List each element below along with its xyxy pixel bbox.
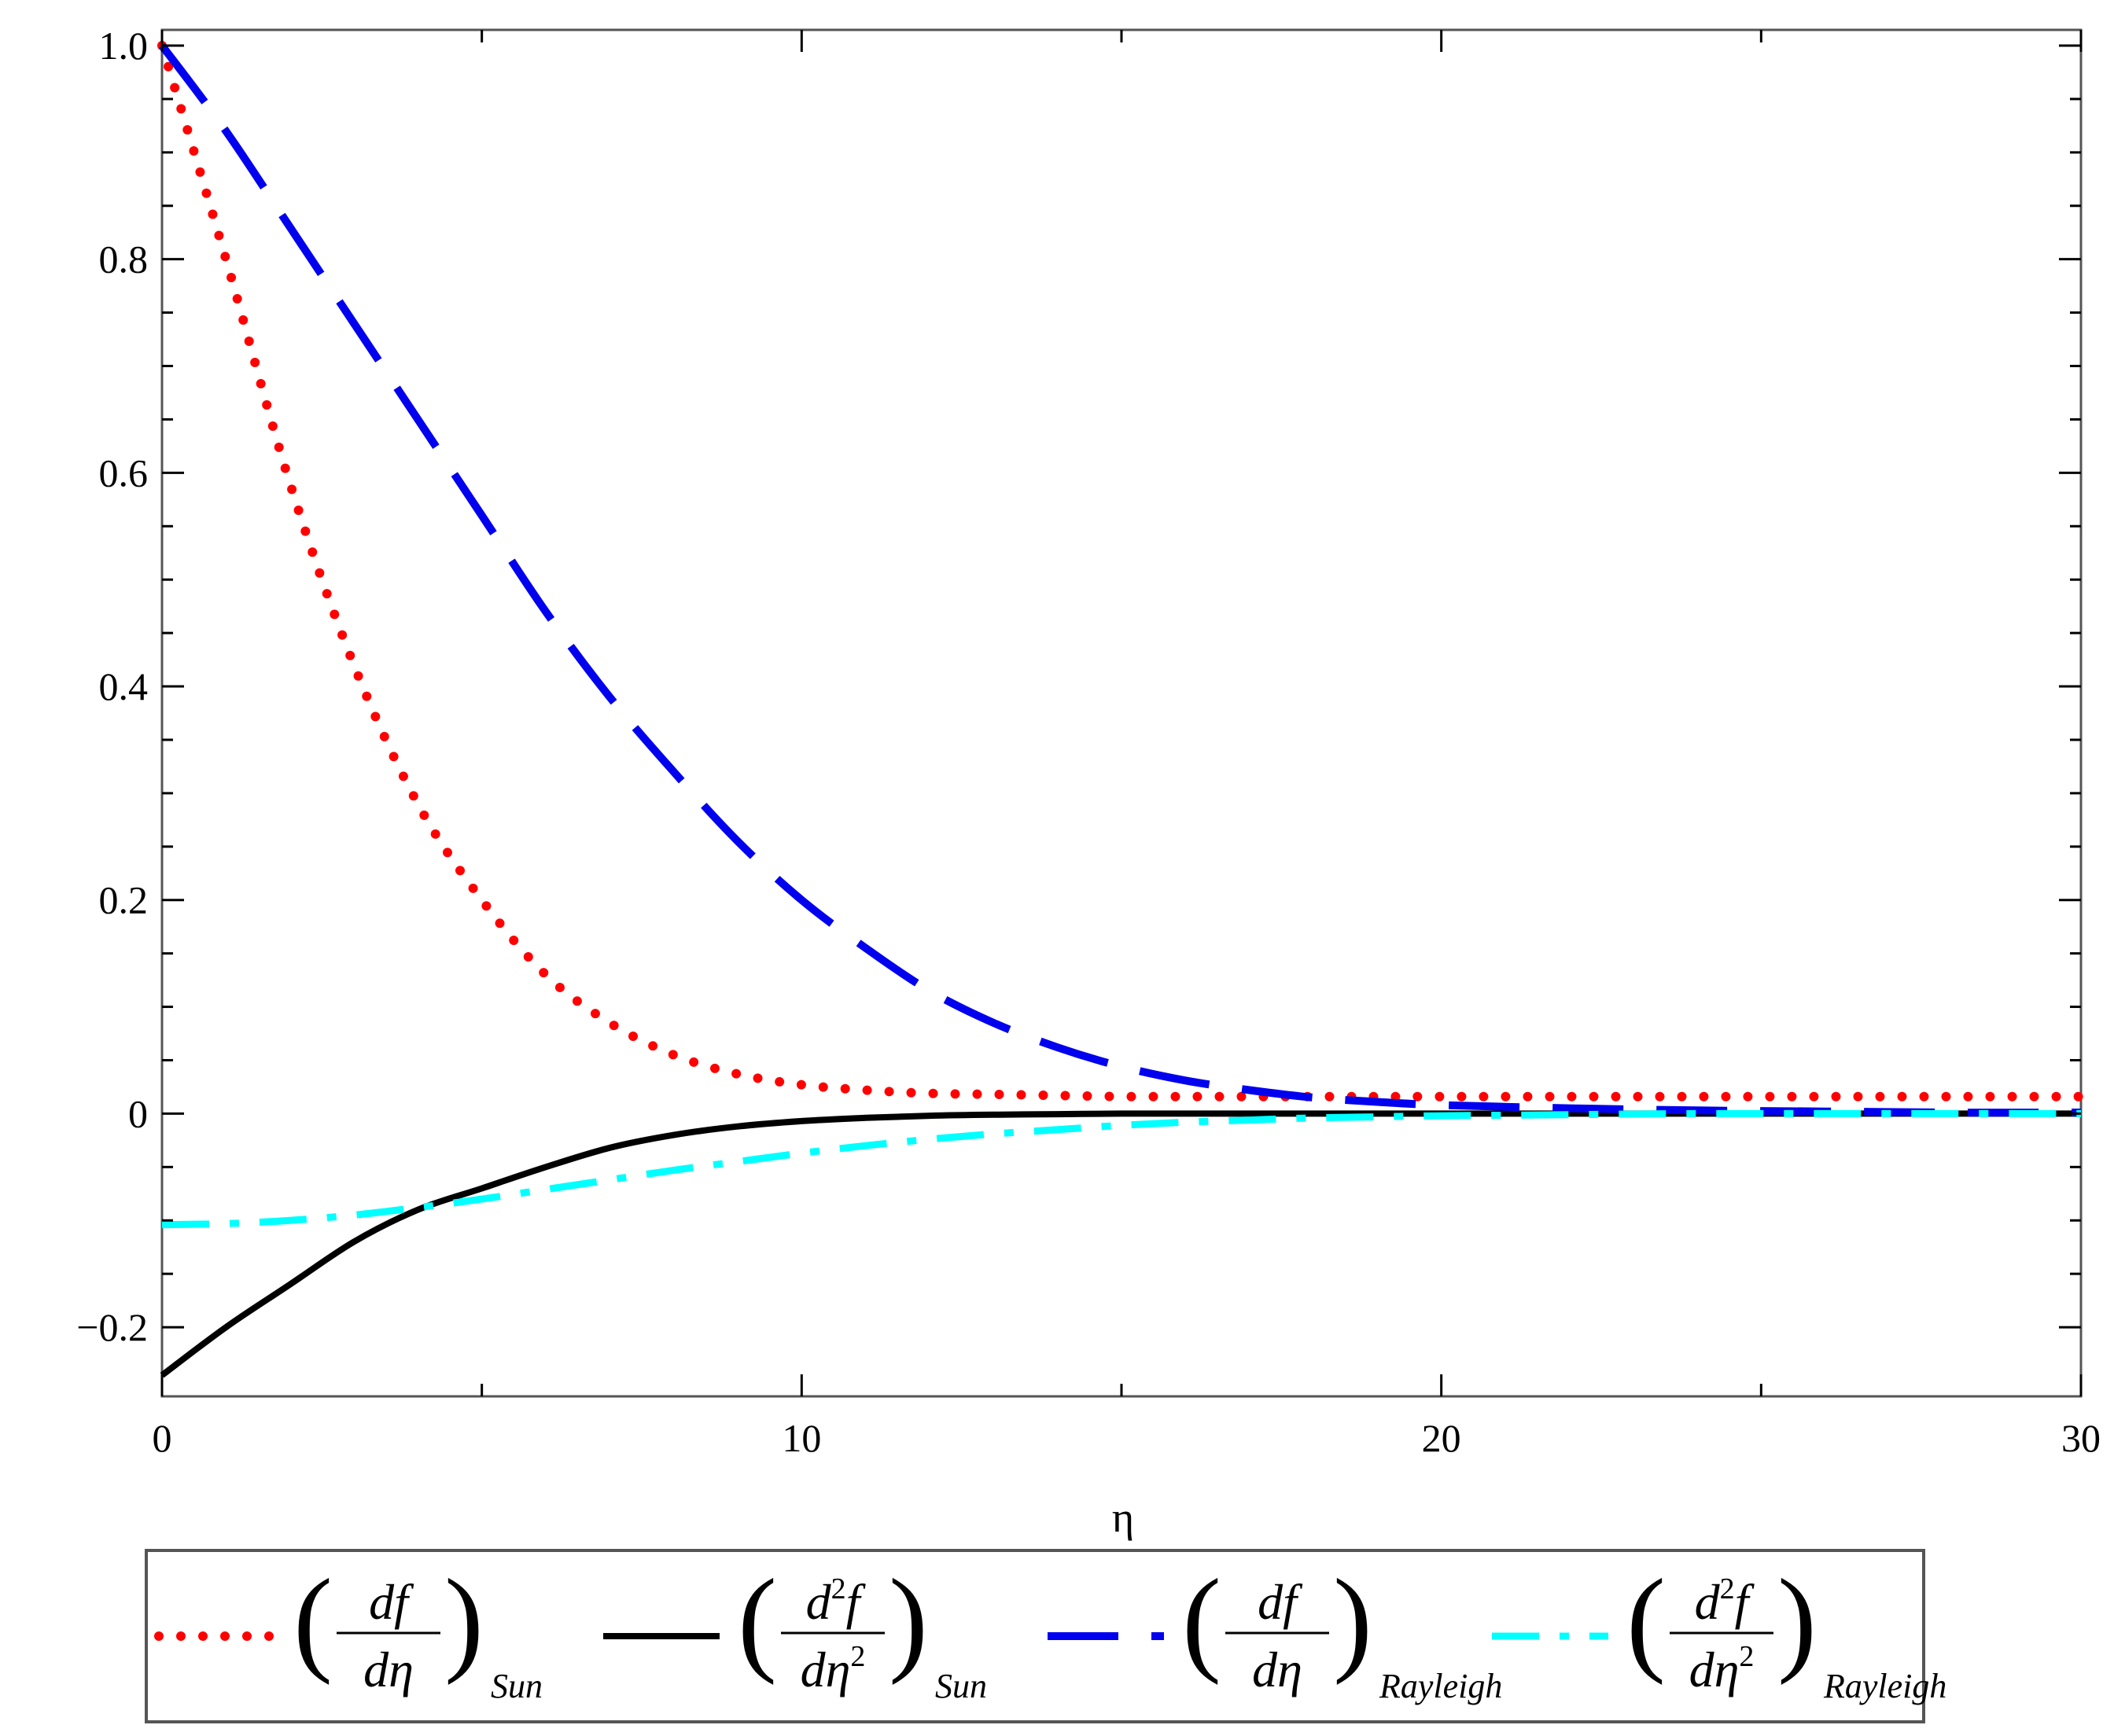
legend-numerator: df	[369, 1574, 414, 1630]
plot-frame	[160, 28, 2083, 1398]
x-tick-label: 10	[782, 1416, 821, 1460]
y-tick-label: −0.2	[76, 1305, 148, 1349]
y-tick-label: 0.6	[99, 451, 149, 495]
legend-paren-left: (	[1626, 1555, 1666, 1686]
legend-box	[145, 1549, 1925, 1723]
y-tick-label: 0.4	[99, 664, 149, 708]
series-line-4	[161, 1109, 2081, 1229]
y-tick-label: 0	[128, 1091, 148, 1135]
legend-subscript: Rayleigh	[1379, 1667, 1502, 1705]
series-line-3	[159, 42, 2082, 1117]
y-tick-label: 1.0	[99, 24, 149, 68]
legend-paren-right: )	[1777, 1555, 1817, 1686]
x-tick-label: 30	[2061, 1416, 2101, 1460]
legend-paren-right: )	[889, 1555, 928, 1686]
x-axis-title: η	[1112, 1494, 1134, 1541]
x-tick-label: 20	[1422, 1416, 1461, 1460]
legend-item-3: ( df dη)Rayleigh	[1048, 1555, 1502, 1705]
series-line-2	[160, 1110, 2081, 1378]
legend-paren-right: )	[1333, 1555, 1372, 1686]
legend-item-1: ( df dη)Sun	[154, 1555, 543, 1705]
y-tick-label: 0.8	[99, 237, 149, 281]
series-line-1	[157, 41, 2086, 1102]
legend-paren-left: (	[738, 1555, 777, 1686]
legend-numerator: df	[1258, 1574, 1303, 1630]
legend-subscript: Sun	[935, 1667, 987, 1705]
legend-subscript: Rayleigh	[1823, 1667, 1946, 1705]
legend-paren-right: )	[444, 1555, 484, 1686]
legend-paren-left: (	[293, 1555, 333, 1686]
legend-denominator: dη	[363, 1642, 414, 1697]
legend-subscript: Sun	[491, 1667, 543, 1705]
legend-paren-left: (	[1182, 1555, 1221, 1686]
legend-denominator: dη	[1252, 1642, 1302, 1697]
x-tick-label: 0	[153, 1416, 172, 1460]
y-tick-label: 0.2	[99, 878, 149, 922]
